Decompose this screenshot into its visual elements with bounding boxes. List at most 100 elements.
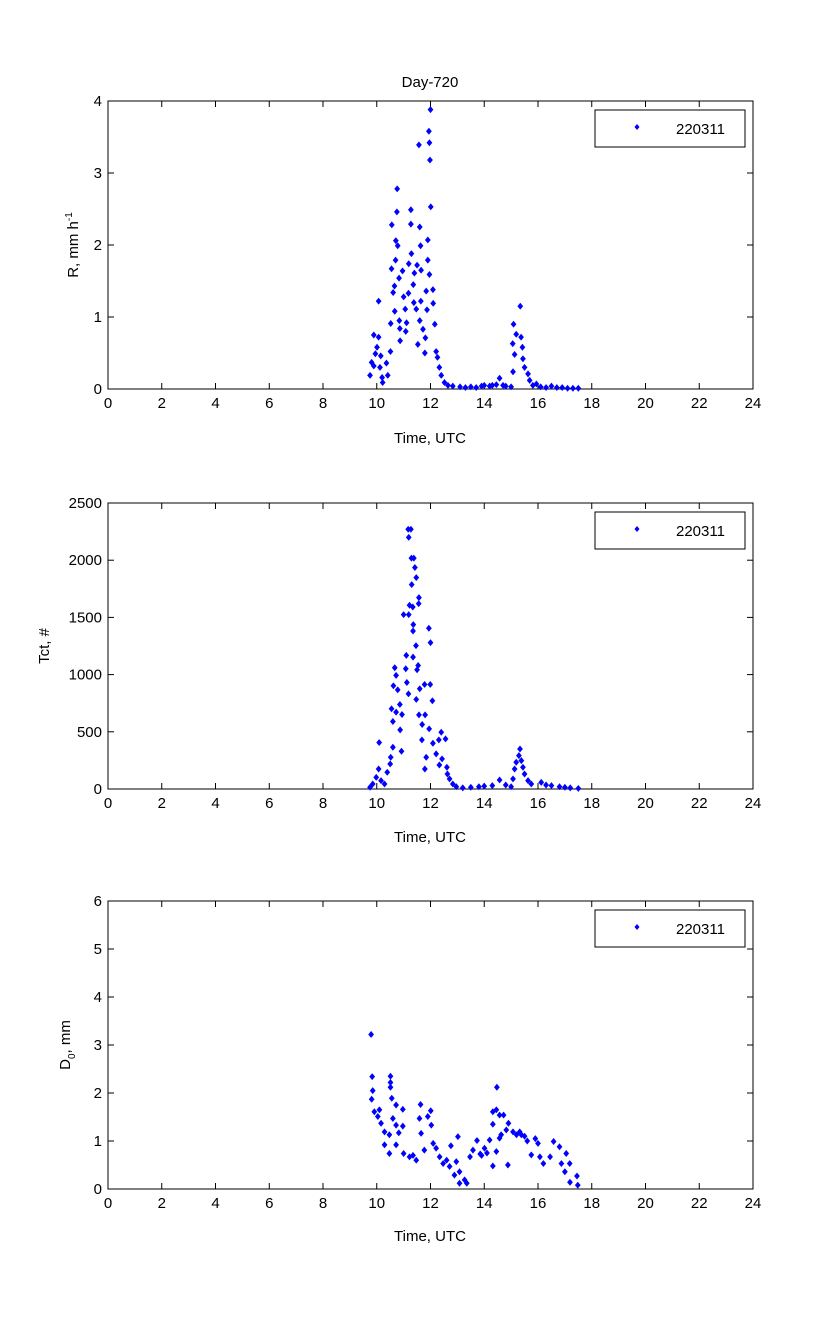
data-point [467,383,474,391]
x-tick-label: 12 [422,1195,439,1212]
data-point [427,680,434,688]
data-point [513,330,520,338]
data-point [430,1139,437,1147]
data-point [511,765,518,773]
y-axis-label: R, mm h-1 [64,212,82,278]
legend-marker [634,924,640,930]
data-point [481,381,488,389]
data-point [537,383,544,391]
data-point [528,780,535,788]
data-point [403,679,410,686]
rain-rate-plot: Time, UTC R, mm h-1 0 2 4 6 8 10 12 14 16 18 20 22 2… [64,93,761,447]
x-tick-label: 10 [368,795,385,812]
data-point [400,1150,407,1157]
y-tick-label: 0 [94,381,102,398]
data-point [535,1139,541,1147]
data-point [525,777,531,785]
data-point [426,271,433,278]
data-point [410,299,417,307]
x-tick-label: 14 [476,795,493,812]
data-point [473,384,480,392]
data-point [405,690,412,698]
data-point [368,1030,374,1038]
data-point [384,371,391,379]
x-tick-label: 20 [637,795,654,812]
data-point [502,781,509,789]
data-point [389,718,396,725]
data-point [484,1149,490,1157]
data-point [402,305,409,313]
data-point [381,1141,388,1149]
data-point [370,331,377,339]
x-tick-label: 6 [265,795,273,812]
data-point [446,775,453,783]
data-point [415,600,422,608]
legend: 220311 [594,109,746,148]
data-point [418,1129,424,1137]
x-tick-label: 24 [745,795,762,812]
data-point [489,782,496,790]
data-point [369,780,376,788]
data-point [436,1153,443,1161]
data-point [463,1179,470,1187]
y-tick-label: 0 [94,781,102,798]
data-point [510,775,516,783]
data-point [387,348,394,356]
data-point [407,206,414,214]
data-point [405,260,412,268]
data-point [403,651,410,659]
data-point [424,1113,431,1120]
data-point [395,1129,402,1137]
data-point [496,1134,503,1142]
data-point [574,1181,581,1189]
data-point [397,337,404,345]
data-point [505,1119,512,1127]
data-point [396,325,403,332]
data-point [496,776,503,784]
data-point [518,757,525,765]
data-point [459,784,466,792]
x-tick-label: 8 [319,795,327,812]
x-tick-label: 18 [583,795,600,812]
data-point [496,374,503,382]
x-tick-label: 4 [211,1195,219,1212]
x-tick-label: 8 [319,395,327,412]
data-point [521,1132,528,1140]
data-point [538,778,545,786]
data-point [413,305,420,313]
data-point [493,1148,500,1156]
data-point [398,747,405,755]
legend-marker [634,124,640,130]
x-tick-label: 16 [530,395,547,412]
data-point [409,603,416,611]
data-point [397,726,404,734]
x-tick-label: 16 [530,1195,547,1212]
data-point [367,371,373,379]
y-tick-label: 4 [94,989,102,1006]
data-point [489,1120,496,1128]
x-tick-label: 4 [211,395,219,412]
data-point [548,382,555,390]
data-point [375,297,382,305]
legend-label: 220311 [676,121,725,138]
data-point [521,363,528,371]
data-point [392,237,399,245]
data-point [417,242,424,250]
data-point [510,320,517,328]
data-point [388,1094,395,1102]
x-tick-label: 2 [158,395,166,412]
y-tick-label: 1500 [69,609,102,626]
data-point [556,783,563,791]
data-point [424,256,431,264]
data-point [412,564,418,571]
plot-area [107,900,754,1190]
legend: 220311 [594,909,746,948]
x-tick-label: 20 [637,395,654,412]
data-point [399,711,405,718]
data-point [521,770,528,778]
data-point [396,274,402,282]
data-point [509,340,516,348]
data-series [368,1030,581,1189]
data-point [440,1160,447,1168]
y-axis-label: Tct, # [36,627,53,664]
